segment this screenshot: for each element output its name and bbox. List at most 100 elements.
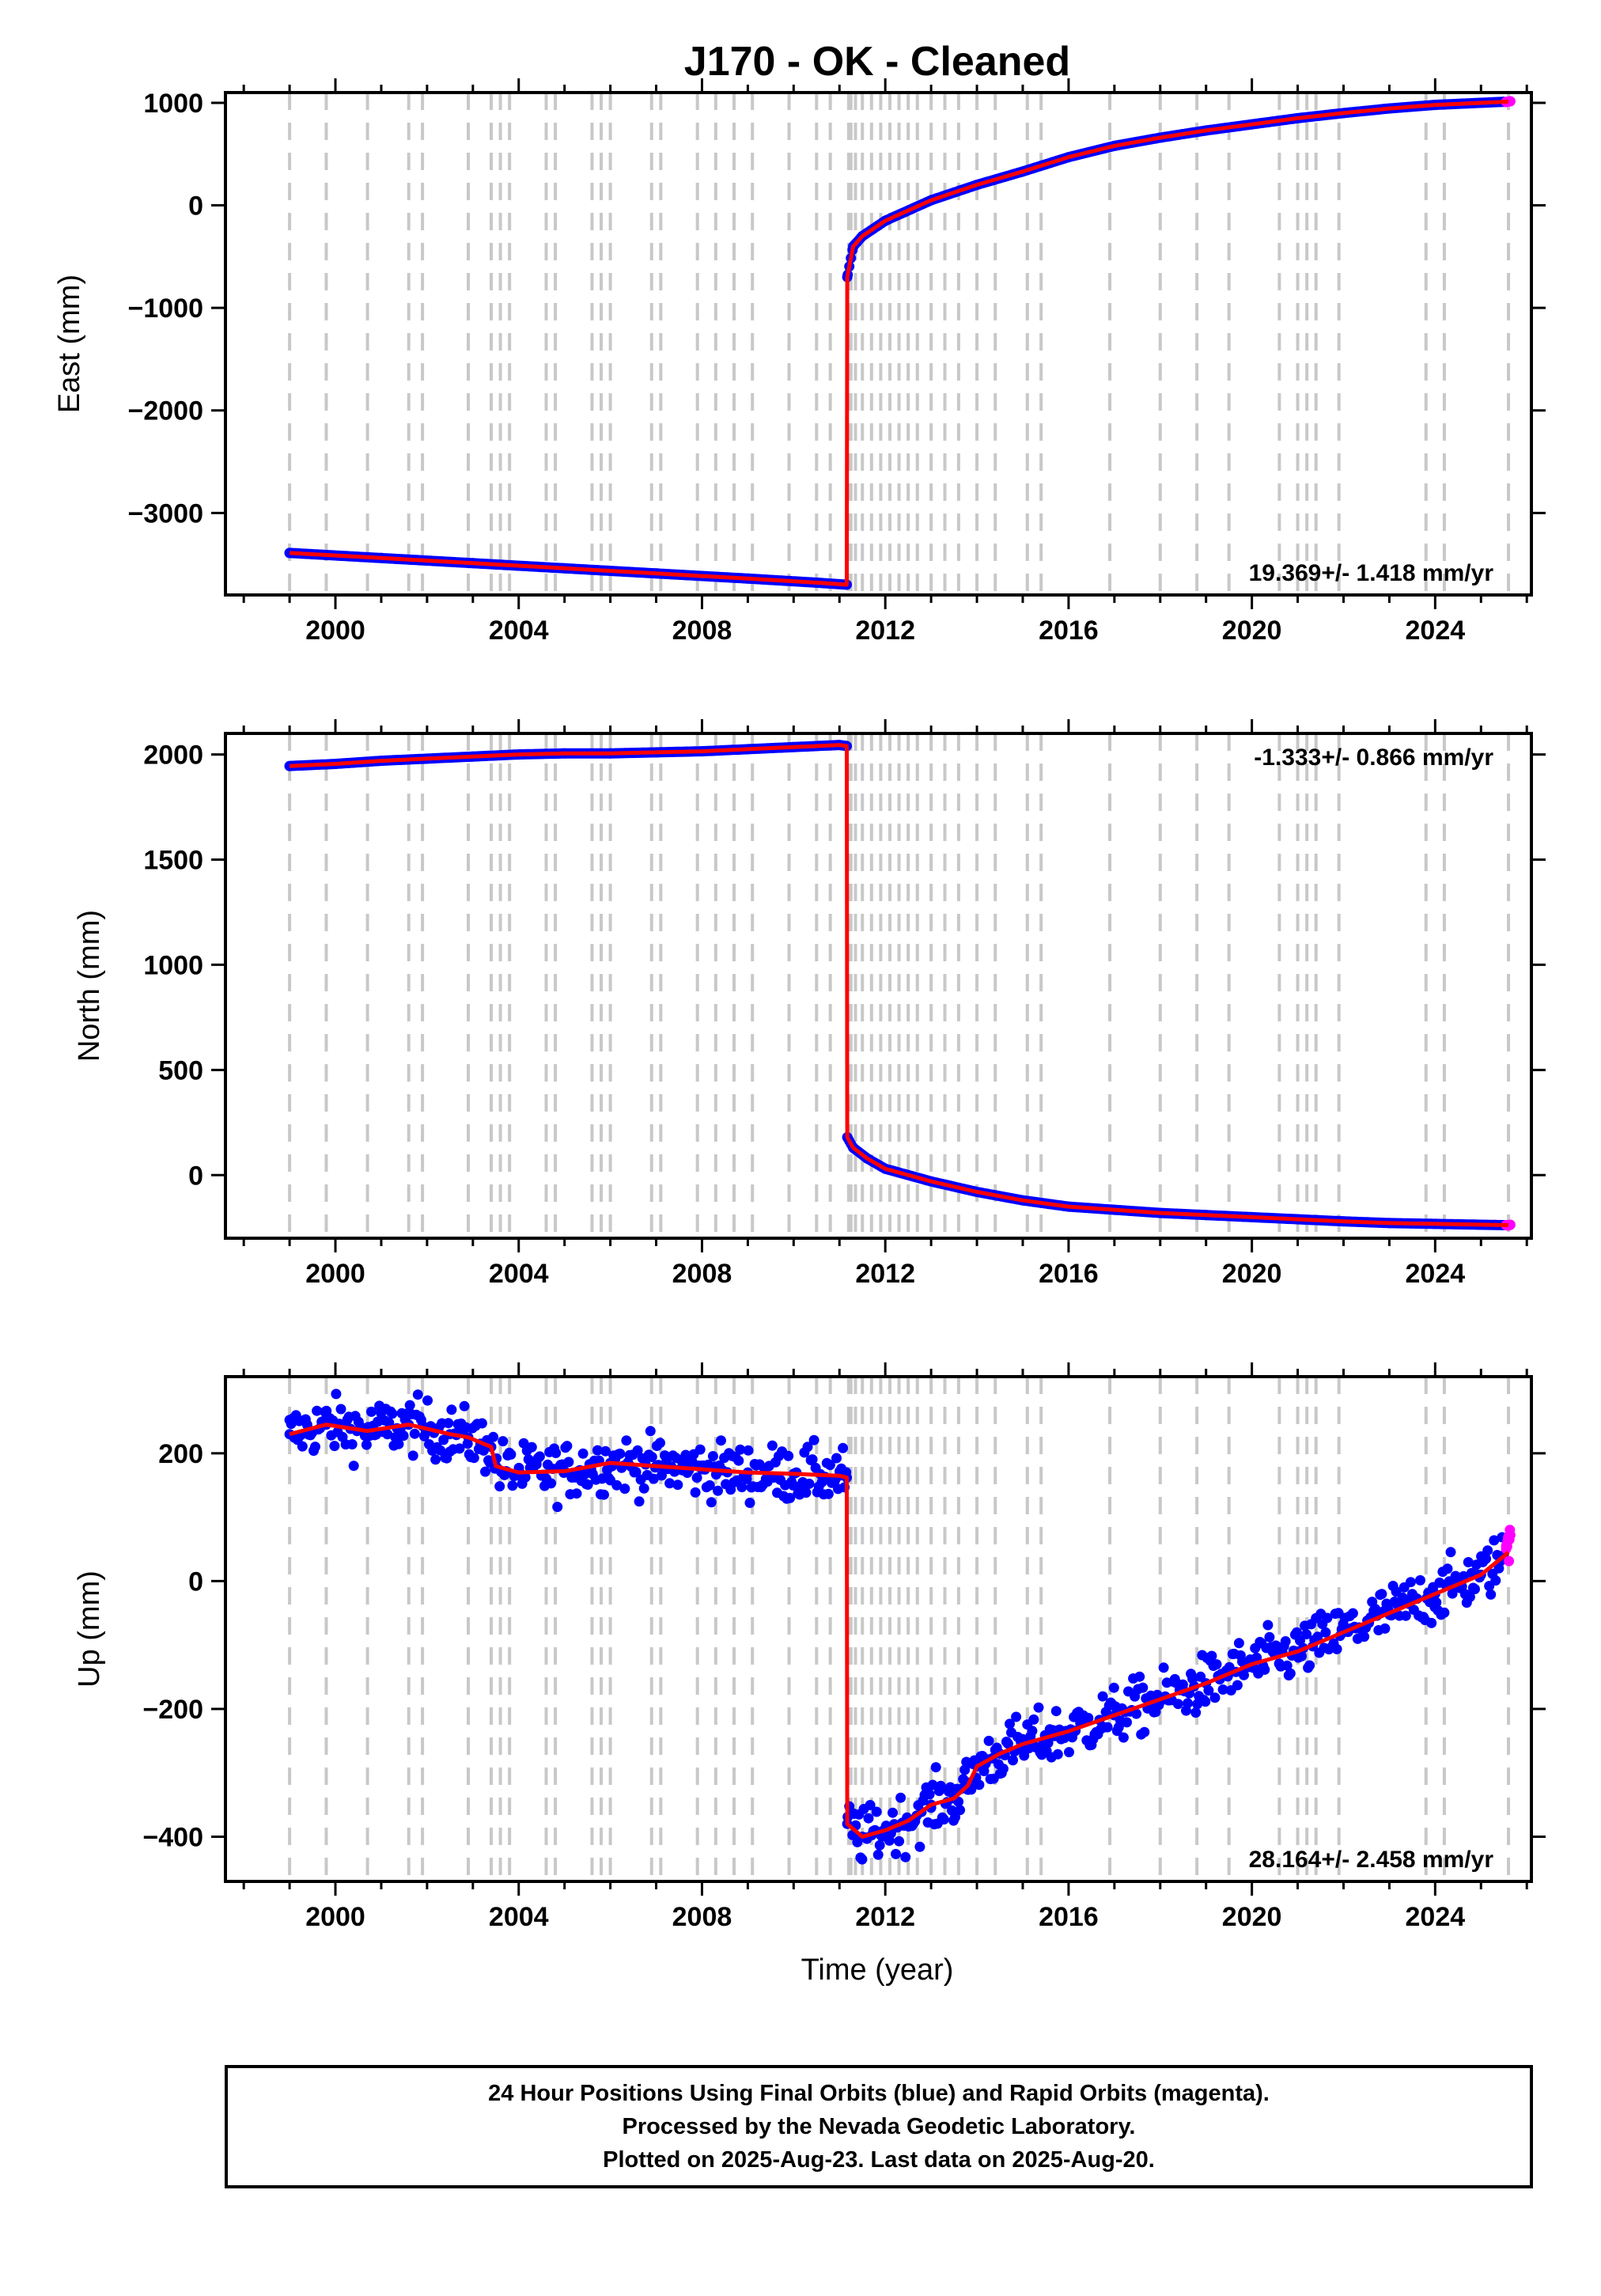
east-x-tick-label: 2016	[1039, 616, 1099, 646]
up-data-point	[1380, 1623, 1391, 1634]
north-y-tick-label: 2000	[143, 741, 203, 771]
up-data-point	[1131, 1708, 1142, 1719]
up-y-tick-label: 200	[158, 1439, 203, 1469]
up-data-point	[1439, 1607, 1450, 1618]
up-data-point	[430, 1454, 441, 1465]
up-data-point	[1209, 1692, 1221, 1703]
up-data-point	[706, 1497, 717, 1508]
up-data-point	[1285, 1668, 1296, 1679]
up-data-point	[582, 1480, 593, 1490]
north-x-tick-label: 2004	[489, 1259, 549, 1289]
up-data-point	[476, 1418, 487, 1429]
up-y-tick-label: −200	[142, 1695, 203, 1725]
up-data-point	[1002, 1738, 1013, 1749]
up-x-tick-label: 2020	[1222, 1902, 1282, 1932]
up-data-point	[1470, 1584, 1480, 1594]
figure-title: J170 - OK - Cleaned	[684, 39, 1070, 85]
up-data-point	[412, 1389, 423, 1400]
east-x-tick-label: 2004	[489, 616, 549, 646]
up-panel: 2000 2004 2008 2012 2016 2020 2024 −400 −200 0 200…	[73, 1362, 1546, 1932]
up-data-point	[1447, 1588, 1458, 1599]
up-data-point	[1206, 1650, 1217, 1661]
up-data-point	[331, 1389, 342, 1400]
up-series-rapid-orbits	[1501, 1525, 1516, 1567]
up-data-point	[454, 1443, 465, 1454]
east-x-tick-label: 2012	[855, 616, 915, 646]
east-x-tick-label: 2000	[305, 616, 365, 646]
north-y-tick-label: 1000	[143, 950, 203, 980]
up-data-point	[888, 1807, 898, 1818]
north-rate-annotation: -1.333+/- 0.866 mm/yr	[1254, 744, 1493, 771]
up-data-point	[664, 1478, 676, 1489]
up-data-point	[733, 1455, 744, 1466]
up-data-point	[498, 1436, 509, 1447]
east-y-tick-label: −1000	[128, 294, 204, 324]
up-data-point	[348, 1461, 359, 1472]
north-x-tick-label: 2024	[1406, 1259, 1466, 1289]
up-data-point	[1301, 1629, 1312, 1640]
up-data-point	[366, 1406, 377, 1417]
footer-line-2: Processed by the Nevada Geodetic Laborat…	[623, 2114, 1136, 2139]
north-x-tick-label: 2020	[1222, 1259, 1282, 1289]
up-data-point	[1486, 1589, 1497, 1600]
up-data-point	[645, 1426, 656, 1437]
up-data-point	[950, 1812, 960, 1823]
up-data-point	[874, 1839, 885, 1851]
up-data-point	[1331, 1643, 1342, 1654]
x-axis-label: Time (year)	[801, 1953, 954, 1987]
up-data-point	[297, 1441, 308, 1452]
up-data-point	[1158, 1662, 1169, 1673]
up-data-point	[1008, 1755, 1018, 1766]
up-data-point	[690, 1487, 701, 1498]
up-y-axis-label: Up (mm)	[73, 1570, 106, 1688]
east-model-line	[289, 99, 1509, 587]
up-data-point	[1137, 1682, 1149, 1693]
north-y-axis-label: North (mm)	[73, 910, 106, 1062]
up-data-point	[974, 1779, 985, 1790]
up-data-point	[707, 1451, 718, 1461]
up-data-point	[744, 1498, 755, 1508]
up-x-tick-label: 2004	[489, 1902, 549, 1932]
up-data-point	[1118, 1732, 1129, 1743]
up-data-point	[695, 1444, 706, 1455]
up-data-point	[704, 1480, 715, 1491]
up-data-point	[955, 1805, 966, 1816]
up-data-point	[938, 1814, 949, 1825]
up-x-tick-label: 2016	[1039, 1902, 1099, 1932]
up-rate-annotation: 28.164+/- 2.458 mm/yr	[1249, 1847, 1494, 1873]
up-data-point	[546, 1478, 557, 1489]
up-data-point	[1445, 1547, 1456, 1558]
up-data-point	[1011, 1711, 1022, 1722]
up-data-point	[1183, 1698, 1193, 1709]
up-data-point	[346, 1439, 358, 1449]
up-data-point	[1504, 1529, 1516, 1540]
up-y-tick-label: −400	[142, 1822, 203, 1852]
up-data-point	[1490, 1575, 1501, 1586]
up-data-point	[872, 1849, 884, 1860]
up-data-point	[435, 1445, 446, 1456]
up-data-point	[672, 1480, 683, 1491]
up-data-point	[1102, 1722, 1113, 1733]
up-data-point	[571, 1488, 582, 1499]
up-data-point	[393, 1438, 404, 1449]
up-data-point	[632, 1445, 643, 1456]
up-x-tick-label: 2024	[1406, 1902, 1466, 1932]
up-data-point	[935, 1780, 946, 1791]
up-data-point	[788, 1480, 799, 1491]
up-data-point	[1190, 1707, 1202, 1718]
up-data-point	[1239, 1669, 1249, 1680]
up-data-point	[1027, 1726, 1038, 1737]
up-data-point	[1291, 1627, 1302, 1638]
up-data-point	[407, 1450, 418, 1461]
up-data-point	[1280, 1636, 1291, 1646]
up-data-point	[494, 1481, 505, 1492]
north-y-tick-label: 500	[158, 1055, 203, 1085]
up-data-point	[1489, 1535, 1500, 1546]
up-data-point	[335, 1404, 346, 1415]
up-data-point	[1320, 1627, 1331, 1638]
east-y-axis-label: East (mm)	[53, 275, 86, 413]
up-data-point	[409, 1428, 420, 1439]
up-data-point	[611, 1480, 623, 1491]
up-data-point	[1262, 1620, 1274, 1631]
up-data-point	[505, 1449, 517, 1460]
